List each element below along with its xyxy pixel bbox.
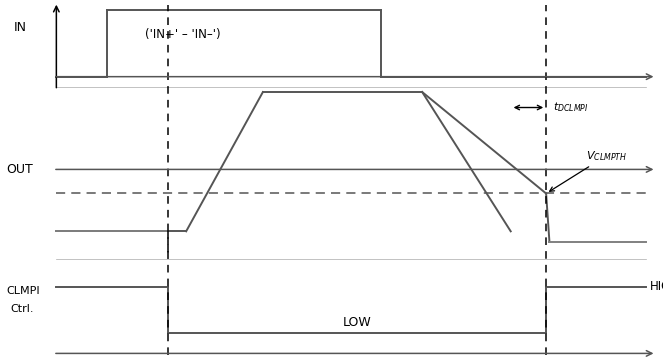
- Text: IN: IN: [13, 21, 27, 34]
- Text: Ctrl.: Ctrl.: [10, 304, 33, 313]
- Text: $t_{DCLMPI}$: $t_{DCLMPI}$: [553, 101, 588, 114]
- Text: OUT: OUT: [7, 163, 33, 176]
- Text: ('IN+' – 'IN–'): ('IN+' – 'IN–'): [145, 28, 221, 41]
- Text: HIGH: HIGH: [650, 280, 663, 293]
- Text: $V_{CLMPTH}$: $V_{CLMPTH}$: [550, 149, 627, 191]
- Text: CLMPI: CLMPI: [7, 286, 40, 296]
- Text: LOW: LOW: [343, 316, 372, 329]
